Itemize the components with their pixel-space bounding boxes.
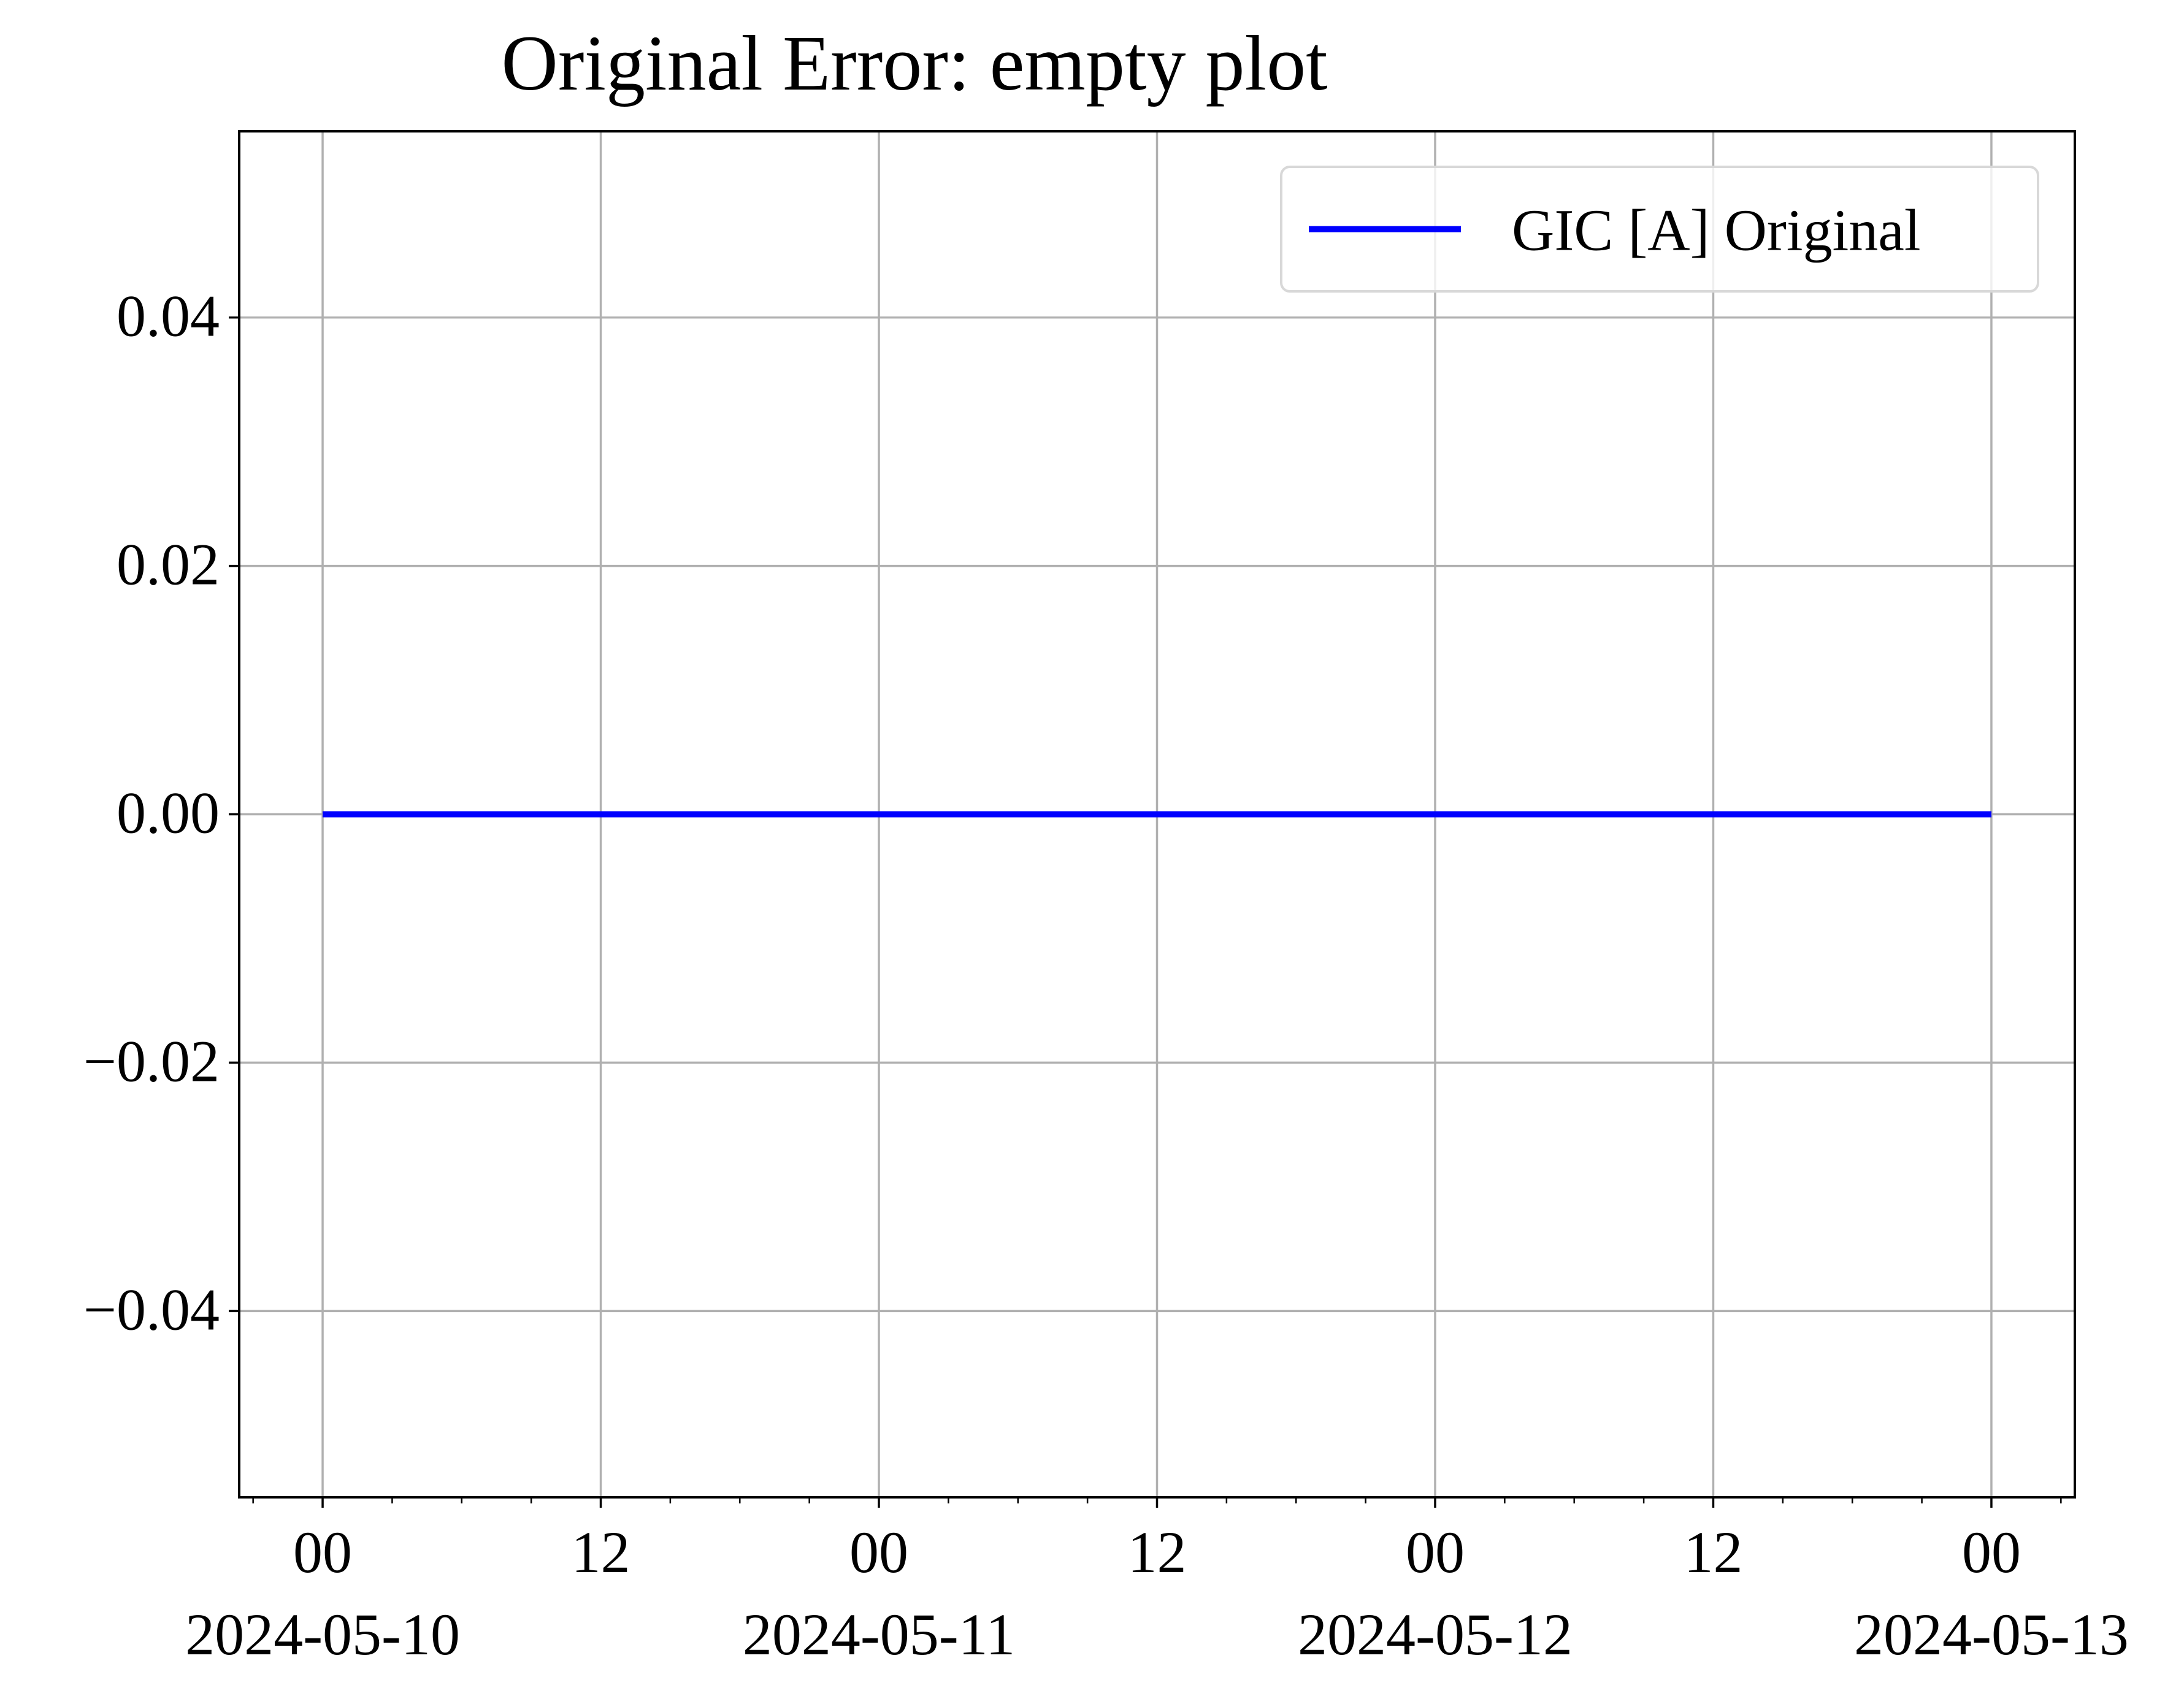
x-tick-label: 00 — [1406, 1519, 1465, 1585]
x-date-label: 2024-05-13 — [1854, 1602, 2129, 1667]
chart-title: Original Error: empty plot — [501, 20, 1327, 107]
x-date-label: 2024-05-12 — [1298, 1602, 1573, 1667]
x-tick-label: 00 — [293, 1519, 352, 1585]
legend-box — [1280, 166, 2039, 293]
x-tick-label: 12 — [1684, 1519, 1742, 1585]
x-tick-label: 00 — [849, 1519, 908, 1585]
y-tick-label: 0.02 — [117, 532, 220, 597]
legend: GIC [A] Original — [1280, 166, 2039, 293]
x-tick-label: 12 — [572, 1519, 630, 1585]
x-tick-label: 12 — [1128, 1519, 1187, 1585]
x-date-label: 2024-05-10 — [185, 1602, 460, 1667]
x-axis: 00 2024-05-10 12 00 2024-05-11 12 00 2024-05-12… — [185, 1497, 2129, 1667]
y-tick-label: −0.04 — [83, 1276, 220, 1342]
legend-label: GIC [A] Original — [1512, 198, 1921, 263]
y-tick-label: −0.02 — [83, 1028, 220, 1094]
y-tick-label: 0.04 — [117, 283, 220, 349]
x-date-label: 2024-05-11 — [743, 1602, 1015, 1667]
y-tick-label: 0.00 — [117, 780, 220, 846]
y-axis: −0.04 −0.02 0.00 0.02 0.04 — [83, 283, 239, 1342]
x-tick-label: 00 — [1962, 1519, 2021, 1585]
